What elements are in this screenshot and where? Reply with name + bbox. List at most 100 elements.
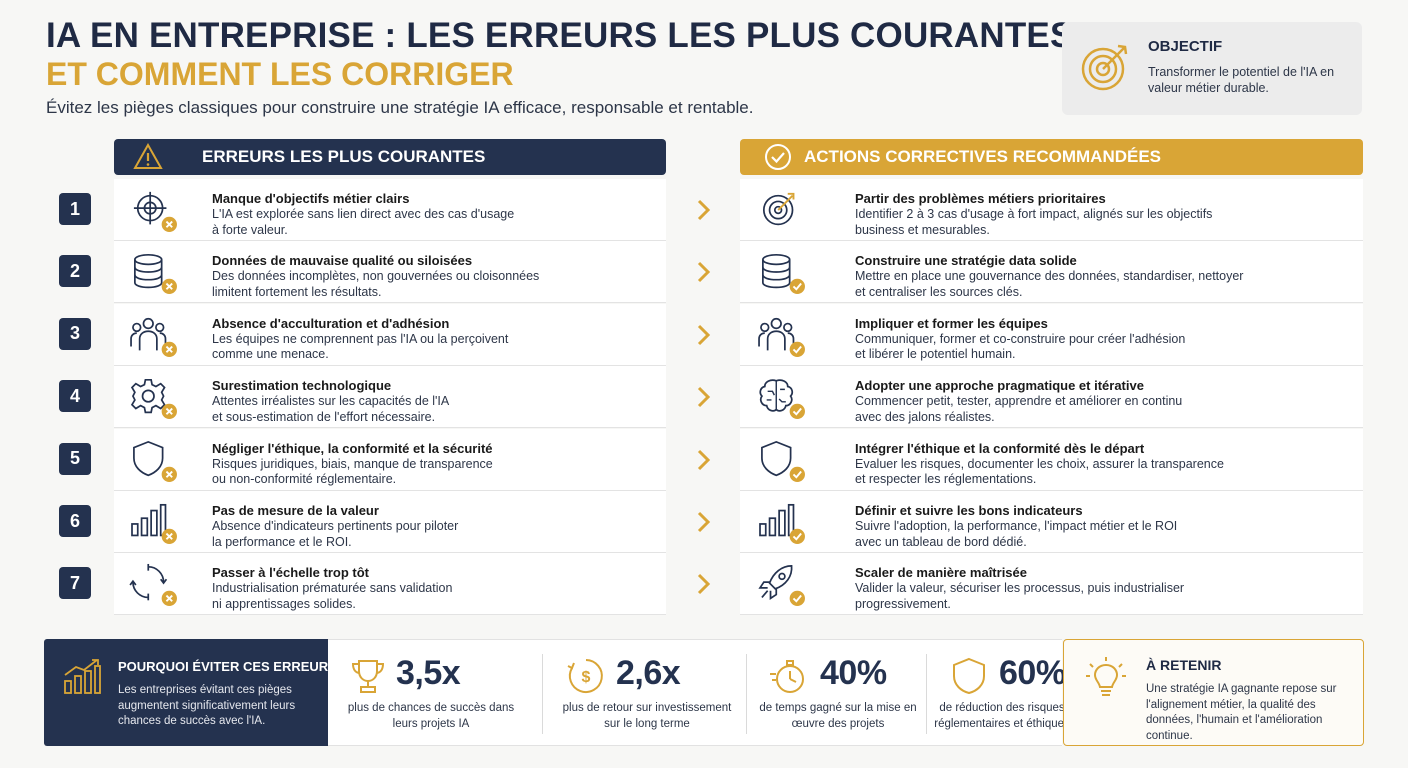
error-card: Pas de mesure de la valeur Absence d'indi… (114, 491, 666, 553)
error-title: Données de mauvaise qualité ou siloisées (212, 253, 473, 269)
row-number-badge: 7 (59, 567, 91, 600)
stat-divider (542, 654, 543, 734)
chevron-right-icon (697, 199, 711, 221)
page-title-secondary: ET COMMENT LES CORRIGER (46, 56, 514, 92)
row-number-badge: 6 (59, 505, 91, 537)
action-card: Impliquer et former les équipes Communiqu… (740, 303, 1363, 366)
stat-time: 40% de temps gagné sur la mise en œuvre … (748, 640, 928, 747)
action-title: Intégrer l'éthique et la conformité dès … (855, 440, 1145, 456)
actions-column-header: ACTIONS CORRECTIVES RECOMMANDÉES (740, 139, 1363, 175)
stat-value: 2,6x (616, 654, 681, 692)
row-number-badge: 5 (59, 442, 91, 475)
why-title: POURQUOI ÉVITER CES ERREURS ? (118, 659, 349, 674)
action-card: Construire une stratégie data solide Mett… (740, 241, 1363, 304)
warning-icon (130, 139, 166, 175)
stopwatch-icon (770, 660, 804, 693)
chevron-right-icon (697, 262, 711, 283)
row-number-badge: 3 (59, 317, 91, 350)
objective-box: OBJECTIF Transformer le potentiel de l'I… (1062, 22, 1362, 115)
action-card: Scaler de manière maîtrisée Valider la va… (740, 553, 1363, 616)
page-title: IA EN ENTREPRISE : LES ERREURS LES PLUS … (46, 16, 1074, 55)
error-description: Risques juridiques, biais, manque de tra… (212, 456, 493, 487)
shield-cross-icon (133, 440, 177, 482)
action-title: Définir et suivre les bons indicateurs (855, 503, 1083, 518)
retain-title: À RETENIR (1146, 657, 1222, 673)
action-description: Identifier 2 à 3 cas d'usage à fort impa… (855, 207, 1213, 237)
stat-risk: 60% de réduction des risques réglementai… (931, 640, 1111, 747)
shield-icon (953, 657, 985, 695)
action-description: Communiquer, former et co-construire pou… (855, 331, 1186, 362)
bottom-band: POURQUOI ÉVITER CES ERREURS ? Les entrep… (44, 639, 1364, 746)
target-arrow-icon (762, 192, 795, 226)
action-card: Définir et suivre les bons indicateurs Su… (740, 491, 1363, 553)
action-title: Partir des problèmes métiers prioritaire… (855, 191, 1106, 206)
team-cross-icon (130, 317, 177, 357)
error-title: Pas de mesure de la valeur (212, 503, 379, 518)
action-description: Evaluer les risques, documenter les choi… (855, 456, 1224, 487)
stat-roi: $ 2,6x plus de retour sur investissement… (560, 640, 732, 747)
action-title: Scaler de manière maîtrisée (855, 565, 1027, 581)
stat-value: 40% (820, 654, 887, 692)
action-description: Valider la valeur, sécuriser les process… (855, 581, 1185, 611)
action-description: Suivre l'adoption, la performance, l'imp… (855, 519, 1178, 549)
stat-divider (926, 654, 927, 734)
error-description: Les équipes ne comprennent pas l'IA ou l… (212, 331, 509, 362)
error-title: Négliger l'éthique, la conformité et la … (212, 440, 493, 456)
stat-value: 3,5x (396, 654, 461, 692)
stats-panel: 3,5x plus de chances de succès dans leur… (328, 639, 1070, 747)
chevron-right-icon (697, 387, 711, 408)
row-number-badge: 4 (59, 380, 91, 413)
trophy-icon (351, 660, 385, 693)
row-number-badge: 1 (59, 193, 91, 225)
database-cross-icon (134, 254, 177, 295)
lightbulb-icon (1086, 657, 1126, 696)
errors-column-header: ERREURS LES PLUS COURANTES (114, 139, 666, 175)
error-card: Surestimation technologique Attentes irré… (114, 366, 666, 429)
error-title: Passer à l'échelle trop tôt (212, 565, 369, 581)
bar-chart-check-icon (759, 503, 805, 545)
row-number-badge: 2 (59, 255, 91, 288)
growth-chart-icon (64, 659, 101, 694)
objective-title: OBJECTIF (1148, 38, 1223, 55)
chevron-right-icon (697, 324, 711, 345)
chevron-right-icon (697, 574, 711, 595)
action-description: Mettre en place une gouvernance des donn… (855, 269, 1244, 299)
why-text: Les entreprises évitant ces pièges augme… (118, 684, 296, 727)
check-circle-icon (760, 139, 796, 175)
action-title: Adopter une approche pragmatique et itér… (855, 378, 1144, 394)
action-description: Commencer petit, tester, apprendre et am… (855, 394, 1183, 424)
retain-box: À RETENIR Une stratégie IA gagnante repo… (1063, 639, 1364, 746)
chevron-right-icon (697, 449, 711, 470)
team-check-icon (758, 317, 805, 357)
actions-column-title: ACTIONS CORRECTIVES RECOMMANDÉES (804, 147, 1162, 166)
error-title: Absence d'acculturation et d'adhésion (212, 315, 450, 331)
objective-text: Transformer le potentiel de l'IA en vale… (1148, 65, 1335, 95)
target-icon (1081, 44, 1128, 91)
database-check-icon (762, 254, 805, 295)
error-description: L'IA est explorée sans lien direct avec … (212, 207, 515, 237)
error-card: Négliger l'éthique, la conformité et la … (114, 428, 666, 491)
retain-text: Une stratégie IA gagnante repose sur l'a… (1146, 683, 1337, 742)
bar-chart-cross-icon (131, 503, 177, 545)
error-action-row: 2 Données de mauvaise qualité ou siloisée… (0, 241, 1408, 304)
rocket-check-icon (758, 565, 805, 607)
error-description: Absence d'indicateurs pertinents pour pi… (212, 519, 459, 549)
error-description: Industrialisation prématurée sans valida… (212, 581, 453, 611)
errors-column-title: ERREURS LES PLUS COURANTES (202, 147, 486, 166)
stat-label: plus de retour sur investissement sur le… (562, 702, 732, 730)
target-cross-icon (133, 191, 177, 233)
chevron-right-icon (697, 511, 711, 533)
stat-success: 3,5x plus de chances de succès dans leur… (346, 640, 516, 747)
error-action-row: 6 Pas de mesure de la valeur Absence d'ind… (0, 491, 1408, 553)
error-action-row: 7 Passer à l'échelle trop tôt Industrialis… (0, 553, 1408, 616)
brain-check-icon (759, 379, 805, 420)
stat-divider (746, 654, 747, 734)
stat-label: de temps gagné sur la mise en œuvre des … (759, 702, 917, 730)
error-card: Absence d'acculturation et d'adhésion Les… (114, 303, 666, 366)
action-title: Construire une stratégie data solide (855, 253, 1077, 269)
stat-label: plus de chances de succès dans leurs pro… (347, 702, 515, 730)
error-title: Manque d'objectifs métier clairs (212, 191, 410, 206)
action-title: Impliquer et former les équipes (855, 315, 1048, 331)
gear-cross-icon (130, 379, 177, 420)
error-action-row: 3 Absence d'acculturation et d'adhésion Le… (0, 303, 1408, 366)
